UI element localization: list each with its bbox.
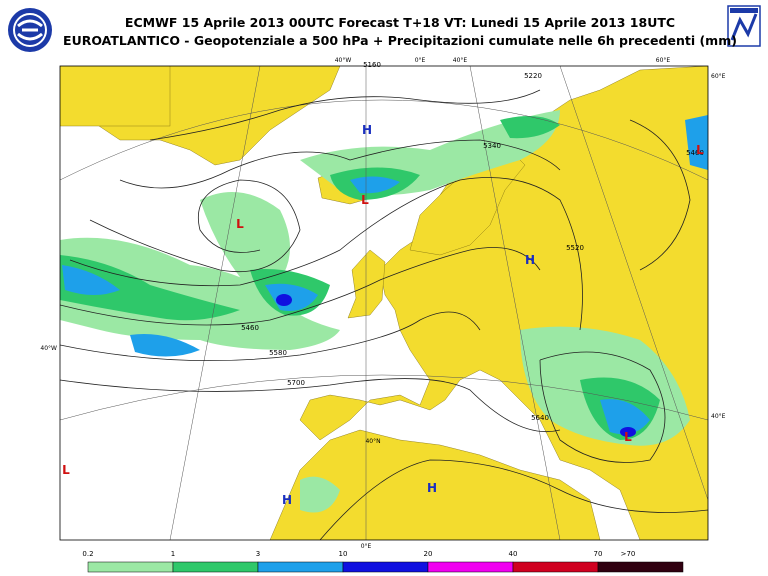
contour-label: 5460 [686, 149, 704, 157]
legend-label: 3 [256, 550, 260, 558]
scandinavia [409, 149, 526, 256]
contour-label: 5220 [524, 72, 542, 80]
coordinate-label: 40°W [40, 345, 57, 352]
title-line-1: ECMWF 15 Aprile 2013 00UTC Forecast T+18… [125, 15, 675, 30]
pressure-center: H [427, 481, 437, 495]
legend-swatch [427, 561, 514, 573]
contour-label: 5460 [241, 324, 259, 332]
contour-label: 5640 [531, 414, 549, 422]
contour-label: 5700 [287, 379, 305, 387]
north-africa [269, 429, 601, 540]
legend-label: 70 [594, 550, 603, 558]
map-labels: 40°W 0°E 40°E 60°E 60°E 40°E 40°W 0°E 40°N 5220 53… [40, 57, 725, 550]
cnmca-logo [727, 5, 761, 47]
legend-swatch [597, 561, 684, 573]
title-line-2: EUROATLANTICO - Geopotenziale a 500 hPa … [63, 33, 737, 48]
labrador [60, 66, 171, 127]
coordinate-label: 40°W [335, 57, 352, 64]
legend: 0.2 1 3 10 20 40 70 >70 [82, 550, 684, 573]
graticule [60, 66, 708, 540]
pressure-center: L [624, 430, 632, 444]
ecmwf-logo [8, 8, 52, 52]
coordinate-label: 60°E [711, 73, 726, 80]
pressure-center: H [362, 123, 372, 137]
pressure-center: L [236, 217, 244, 231]
coordinate-label: 40°E [711, 413, 726, 420]
coordinate-label: 0°E [415, 57, 426, 64]
coordinate-label: 40°E [453, 57, 468, 64]
pressure-center: L [62, 463, 70, 477]
legend-label: 20 [424, 550, 433, 558]
contour-label: 5340 [483, 142, 501, 150]
coordinate-label: 60°E [656, 57, 671, 64]
coordinate-label: 40°N [365, 438, 380, 445]
pressure-center: L [361, 193, 369, 207]
contour-label: 5160 [363, 61, 381, 69]
contour-label: 5580 [269, 349, 287, 357]
precipitation [60, 110, 708, 513]
pressure-center: L [696, 143, 704, 157]
britain [347, 249, 386, 319]
legend-label: >70 [621, 550, 636, 558]
legend-label: 40 [509, 550, 518, 558]
legend-swatch [342, 561, 429, 573]
map-area [59, 65, 709, 541]
geopotential-contours [60, 89, 708, 540]
coordinate-label: 0°E [361, 543, 372, 550]
pressure-center: H [282, 493, 292, 507]
contour-label: 5520 [566, 244, 584, 252]
legend-label: 1 [171, 550, 175, 558]
legend-label: 10 [339, 550, 348, 558]
legend-label: 0.2 [82, 550, 93, 558]
pressure-center: H [525, 253, 535, 267]
legend-swatch [87, 561, 174, 573]
legend-swatch [257, 561, 344, 573]
legend-swatch [512, 561, 599, 573]
legend-swatch [172, 561, 259, 573]
